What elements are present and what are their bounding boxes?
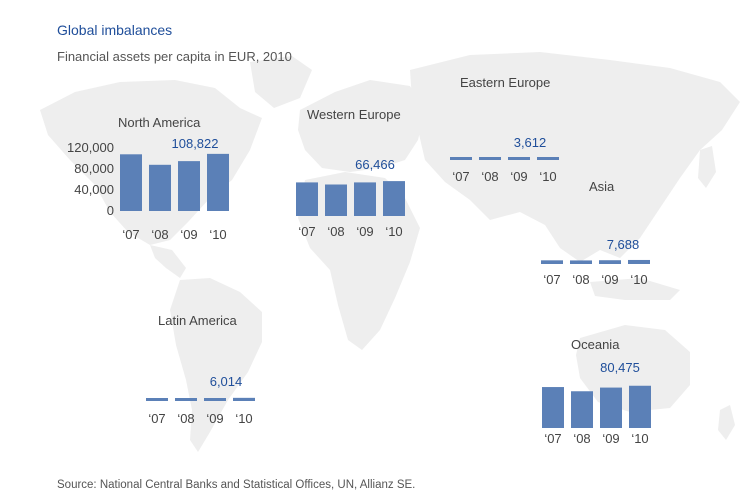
asia-year-label: ‘08 (572, 272, 589, 287)
western-europe-bar-4 (383, 181, 405, 216)
source-note: Source: National Central Banks and Stati… (57, 479, 416, 491)
eastern-europe-bar-4 (537, 157, 559, 160)
north-america-year-label: ‘09 (180, 227, 197, 242)
asia-year-label: ‘07 (543, 272, 560, 287)
asia-bar-4 (628, 259, 650, 264)
oceania-year-label: ‘07 (544, 431, 561, 446)
eastern-europe-value-label: 3,612 (514, 135, 547, 150)
western-europe-year-label: ‘10 (385, 224, 402, 239)
latin-america-label: Latin America (158, 313, 238, 328)
western-europe-value-label: 66,466 (355, 157, 395, 172)
chart-title: Global imbalances (57, 22, 173, 38)
oceania-label: Oceania (571, 337, 620, 352)
north-america-bar-3 (178, 161, 200, 211)
eastern-europe-year-label: ‘07 (452, 169, 469, 184)
y-tick-label: 0 (107, 203, 114, 218)
eastern-europe-year-label: ‘10 (539, 169, 556, 184)
chart-subtitle: Financial assets per capita in EUR, 2010 (57, 49, 292, 64)
oceania-bar-3 (600, 387, 622, 428)
latin-america-bar-3 (204, 398, 226, 401)
asia-label: Asia (589, 179, 615, 194)
asia-bar-3 (599, 260, 621, 264)
north-america-bar-2 (149, 164, 171, 211)
oceania-year-label: ‘09 (602, 431, 619, 446)
eastern-europe-label: Eastern Europe (460, 75, 550, 90)
western-europe-label: Western Europe (307, 107, 401, 122)
eastern-europe-bar-1 (450, 157, 472, 160)
latin-america-year-label: ‘08 (177, 411, 194, 426)
north-america-value-label: 108,822 (172, 136, 219, 151)
western-europe-year-label: ‘08 (327, 224, 344, 239)
asia-bar-1 (541, 260, 563, 264)
western-europe-bar-3 (354, 182, 376, 216)
western-europe-year-label: ‘07 (298, 224, 315, 239)
eastern-europe-year-label: ‘09 (510, 169, 527, 184)
north-america-year-label: ‘08 (151, 227, 168, 242)
oceania-year-label: ‘10 (631, 431, 648, 446)
latin-america-bar-1 (146, 398, 168, 401)
y-tick-label: 80,000 (74, 161, 114, 176)
western-europe-year-label: ‘09 (356, 224, 373, 239)
y-tick-label: 120,000 (67, 140, 114, 155)
latin-america-year-label: ‘10 (235, 411, 252, 426)
y-tick-label: 40,000 (74, 182, 114, 197)
eastern-europe-year-label: ‘08 (481, 169, 498, 184)
western-europe-bar-1 (296, 182, 318, 216)
asia-value-label: 7,688 (607, 237, 640, 252)
oceania-bar-4 (629, 385, 651, 428)
latin-america-value-label: 6,014 (210, 374, 243, 389)
western-europe-bar-2 (325, 184, 347, 216)
north-america-year-label: ‘10 (209, 227, 226, 242)
oceania-value-label: 80,475 (600, 360, 640, 375)
oceania-year-label: ‘08 (573, 431, 590, 446)
asia-year-label: ‘09 (601, 272, 618, 287)
eastern-europe-bar-3 (508, 157, 530, 160)
north-america-bar-1 (120, 154, 142, 211)
latin-america-bar-4 (233, 397, 255, 401)
latin-america-year-label: ‘07 (148, 411, 165, 426)
north-america-bar-4 (207, 153, 229, 211)
asia-bar-2 (570, 260, 592, 264)
north-america-label: North America (118, 115, 201, 130)
eastern-europe-bar-2 (479, 157, 501, 160)
oceania-bar-1 (542, 387, 564, 428)
latin-america-bar-2 (175, 398, 197, 401)
oceania-bar-2 (571, 391, 593, 428)
asia-year-label: ‘10 (630, 272, 647, 287)
north-america-year-label: ‘07 (122, 227, 139, 242)
latin-america-year-label: ‘09 (206, 411, 223, 426)
